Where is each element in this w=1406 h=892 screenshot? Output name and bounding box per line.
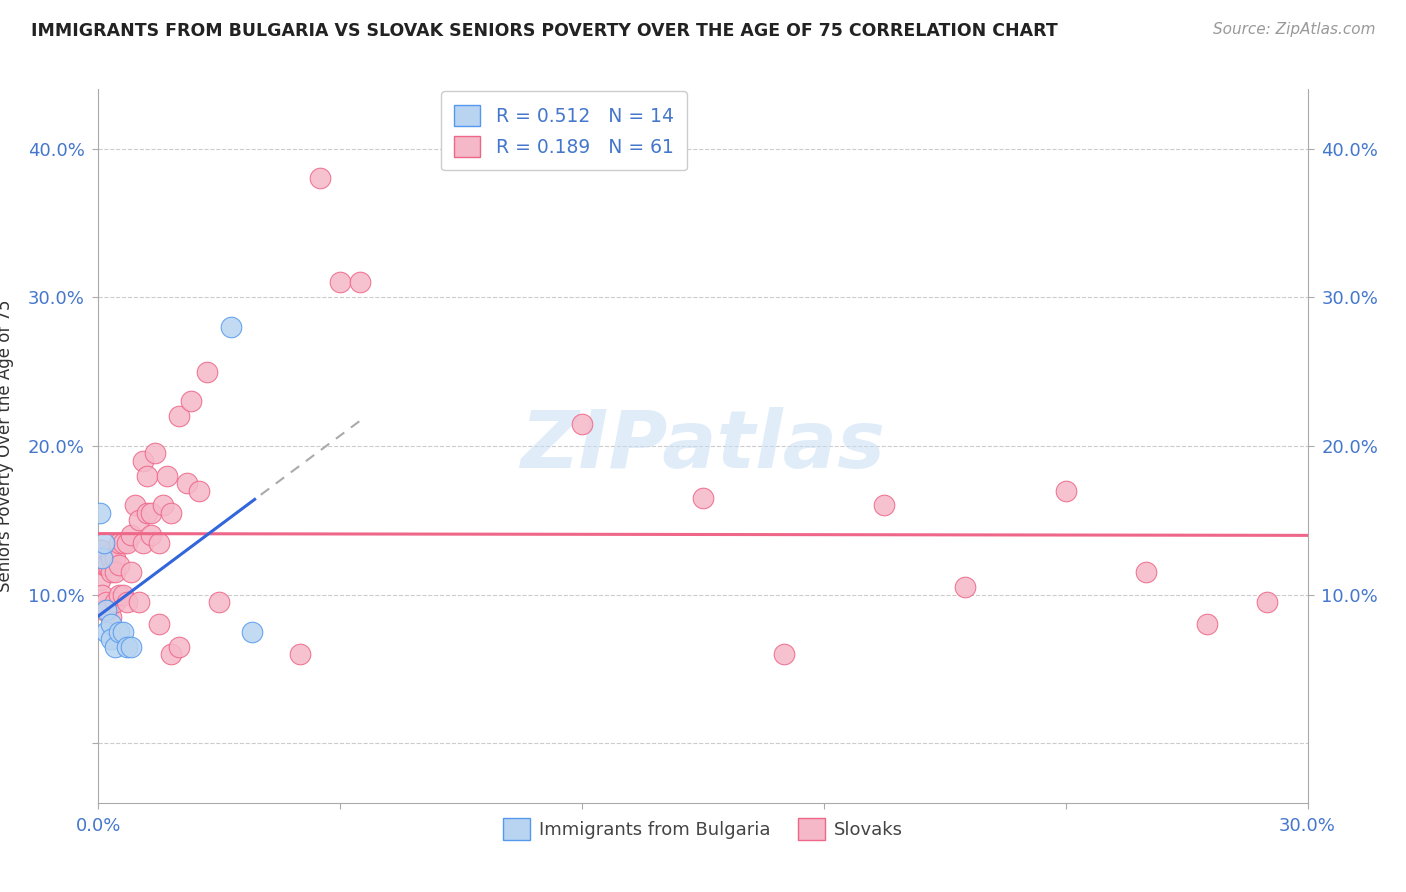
Point [97,602,120,616]
Point [128,513,150,527]
Point [115,640,138,654]
Point [120,640,142,654]
Point [1195,617,1218,632]
Point [139,506,162,520]
Point [953,580,976,594]
Point [107,558,129,572]
Point [93,602,115,616]
Point [135,506,157,520]
Point [103,595,125,609]
Point [107,624,129,639]
Point [111,588,134,602]
Point [167,640,190,654]
Point [148,617,170,632]
Point [221,320,243,334]
Point [873,499,896,513]
Point [90,588,112,602]
Point [93,535,115,549]
Point [156,468,179,483]
Point [100,610,122,624]
Point [288,647,311,661]
Point [100,617,122,632]
Point [160,506,183,520]
Y-axis label: Seniors Poverty Over the Age of 75: Seniors Poverty Over the Age of 75 [0,300,14,592]
Point [120,566,142,580]
Point [103,640,125,654]
Point [89,573,111,587]
Text: ZIPatlas: ZIPatlas [520,407,886,485]
Point [309,171,332,186]
Point [103,566,125,580]
Point [195,365,218,379]
Point [139,528,162,542]
Point [111,624,134,639]
Point [148,535,170,549]
Point [208,595,231,609]
Point [772,647,794,661]
Point [329,276,352,290]
Point [188,483,211,498]
Text: Source: ZipAtlas.com: Source: ZipAtlas.com [1212,22,1375,37]
Point [152,499,174,513]
Point [692,491,714,505]
Point [180,394,202,409]
Point [97,558,120,572]
Point [143,446,166,460]
Point [91,543,114,558]
Point [115,595,138,609]
Point [1256,595,1278,609]
Point [132,454,155,468]
Point [89,506,111,520]
Point [89,543,111,558]
Point [107,588,129,602]
Point [167,409,190,424]
Point [96,558,118,572]
Point [160,647,183,661]
Point [96,602,118,616]
Point [96,624,118,639]
Point [132,535,155,549]
Point [96,595,118,609]
Point [135,468,157,483]
Text: IMMIGRANTS FROM BULGARIA VS SLOVAK SENIORS POVERTY OVER THE AGE OF 75 CORRELATIO: IMMIGRANTS FROM BULGARIA VS SLOVAK SENIO… [31,22,1057,40]
Point [240,624,263,639]
Point [176,476,198,491]
Point [115,535,138,549]
Point [1135,566,1157,580]
Point [107,535,129,549]
Point [349,276,371,290]
Point [103,550,125,565]
Point [91,550,114,565]
Point [124,499,146,513]
Point [100,632,122,647]
Point [571,417,593,431]
Point [1054,483,1077,498]
Point [100,550,122,565]
Legend: Immigrants from Bulgaria, Slovaks: Immigrants from Bulgaria, Slovaks [496,811,910,847]
Point [111,535,134,549]
Point [93,558,115,572]
Point [128,595,150,609]
Point [100,566,122,580]
Point [120,528,142,542]
